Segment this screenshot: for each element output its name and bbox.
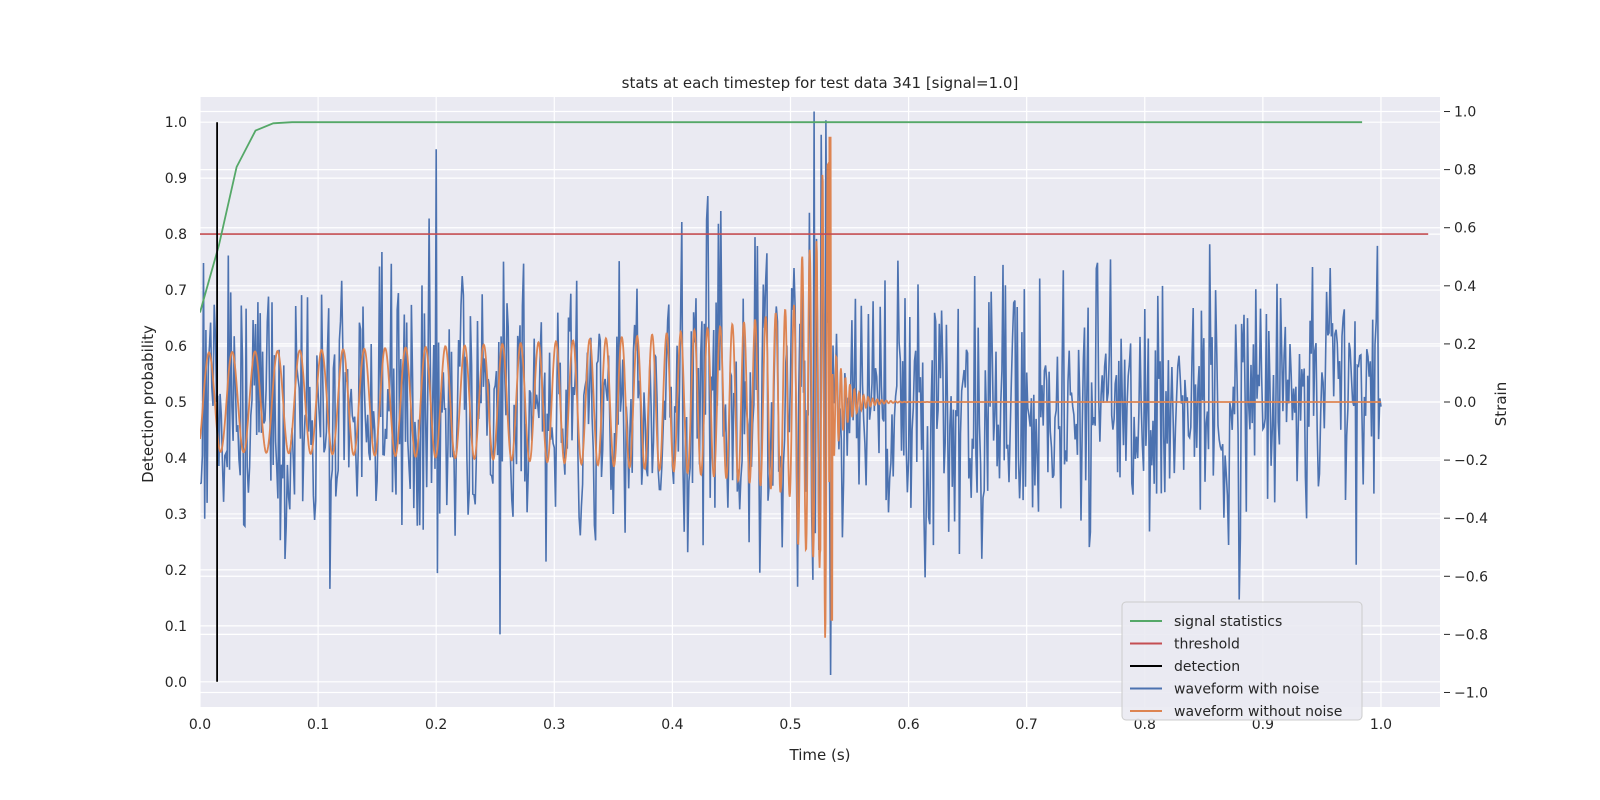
y-right-tick-label: −0.6 [1454, 569, 1488, 585]
x-tick-label: 0.1 [307, 717, 329, 733]
y-left-tick-labels: 0.0 0.1 0.2 0.3 0.4 0.5 0.6 0.7 0.8 0.9 1.0 [165, 115, 187, 691]
x-axis-label: Time (s) [789, 746, 851, 764]
y-right-tick-label: 0.6 [1454, 221, 1476, 237]
legend: signal statistics threshold detection wavef… [1121, 601, 1363, 721]
y-left-tick-label: 0.2 [165, 563, 187, 579]
series-signal-statistics [200, 121, 1363, 313]
x-tick-label: 0.8 [1134, 717, 1156, 733]
y-right-axis-label: Strain [1492, 382, 1510, 426]
y-left-tick-label: 0.0 [165, 675, 187, 691]
y-right-tick-label: −0.4 [1454, 511, 1488, 527]
x-tick-label: 0.0 [189, 717, 211, 733]
x-tick-label: 0.5 [779, 717, 801, 733]
y-left-tick-label: 0.6 [165, 339, 187, 355]
x-tick-label: 0.9 [1252, 717, 1274, 733]
y-left-tick-label: 0.1 [165, 619, 187, 635]
y-left-tick-label: 0.7 [165, 283, 187, 299]
legend-label: threshold [1174, 637, 1240, 653]
x-tick-label: 0.3 [543, 717, 565, 733]
legend-label: waveform with noise [1174, 682, 1319, 698]
x-tick-label: 0.7 [1016, 717, 1038, 733]
y-left-axis-label: Detection probability [139, 325, 157, 483]
y-right-tick-label: −0.2 [1454, 453, 1488, 469]
y-right-tick-label: −1.0 [1454, 685, 1488, 701]
y-left-tick-label: 0.4 [165, 451, 187, 467]
legend-label: signal statistics [1174, 614, 1282, 630]
y-left-tick-label: 1.0 [165, 115, 187, 131]
x-tick-labels: 0.0 0.1 0.2 0.3 0.4 0.5 0.6 0.7 0.8 0.9 1.0 [189, 717, 1392, 733]
y-left-tick-label: 0.8 [165, 227, 187, 243]
y-right-tick-label: 0.4 [1454, 279, 1476, 295]
x-tick-label: 0.6 [897, 717, 919, 733]
legend-box [1121, 601, 1363, 721]
x-tick-label: 0.4 [661, 717, 683, 733]
legend-label: waveform without noise [1174, 704, 1342, 720]
y-right-tick-labels: −1.0 −0.8 −0.6 −0.4 −0.2 0.0 0.2 0.4 0.6 0.8 1.0 [1444, 105, 1488, 701]
y-left-tick-label: 0.3 [165, 507, 187, 523]
y-left-tick-label: 0.9 [165, 171, 187, 187]
chart-title: stats at each timestep for test data 341… [622, 74, 1019, 92]
legend-label: detection [1174, 659, 1240, 675]
y-right-tick-label: 0.8 [1454, 163, 1476, 179]
y-right-tick-label: 0.0 [1454, 395, 1476, 411]
x-tick-label: 0.2 [425, 717, 447, 733]
series-waveform-with-noise [200, 111, 1382, 676]
y-right-tick-label: 0.2 [1454, 337, 1476, 353]
y-right-tick-label: −0.8 [1454, 627, 1488, 643]
y-left-tick-label: 0.5 [165, 395, 187, 411]
x-tick-label: 1.0 [1370, 717, 1392, 733]
y-right-tick-label: 1.0 [1454, 105, 1476, 121]
series-waveform-without-noise [200, 136, 1381, 638]
